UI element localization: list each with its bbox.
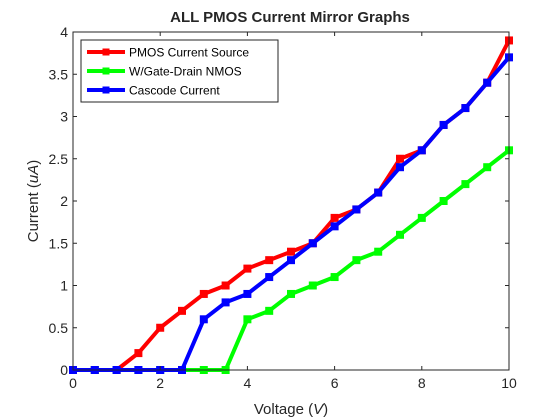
y-tick-label: 1 xyxy=(60,278,68,294)
y-axis-label: Current (uA) xyxy=(25,160,42,243)
x-axis-label-var: V xyxy=(313,401,325,418)
legend-item-w-gate-drain-nmos: W/Gate-Drain NMOS xyxy=(87,65,242,79)
data-point-cascode-current xyxy=(221,298,230,307)
y-tick-label: 1.5 xyxy=(49,235,69,251)
y-tick-label: 3.5 xyxy=(49,66,69,82)
x-tick-label: 0 xyxy=(69,375,77,391)
x-tick-label: 2 xyxy=(156,375,164,391)
x-axis-label-suffix: ) xyxy=(323,401,328,418)
y-tick-label: 2 xyxy=(60,193,68,209)
data-point-cascode-current xyxy=(243,289,252,298)
y-tick-label: 3 xyxy=(60,109,68,125)
data-point-cascode-current xyxy=(439,120,448,129)
x-axis-label-prefix: Voltage ( xyxy=(254,401,313,418)
legend-item-cascode-current: Cascode Current xyxy=(87,84,220,98)
x-tick-label: 8 xyxy=(418,375,426,391)
data-point-pmos-current-source xyxy=(265,256,274,265)
x-tick-label: 10 xyxy=(501,375,517,391)
ticks-layer: 0 2 4 6 8 10 0 0.5 1 1.5 2 2.5 3 3.5 4 xyxy=(49,24,517,391)
chart-title: ALL PMOS Current Mirror Graphs xyxy=(170,9,410,26)
y-axis-label-prefix: Current ( xyxy=(25,183,42,242)
legend-swatch-marker xyxy=(102,86,110,94)
data-point-w-gate-drain-nmos xyxy=(439,197,448,205)
data-point-cascode-current xyxy=(417,146,426,155)
data-point-cascode-current xyxy=(265,273,274,282)
data-point-cascode-current xyxy=(396,163,404,172)
data-point-cascode-current xyxy=(483,78,492,87)
x-axis-label: Voltage (V) xyxy=(254,401,328,418)
y-tick-label: 4 xyxy=(60,24,68,40)
data-point-cascode-current xyxy=(374,188,383,197)
y-axis-label-suffix: ) xyxy=(25,160,42,165)
legend-item-pmos-current-source: PMOS Current Source xyxy=(87,46,249,60)
data-point-pmos-current-source xyxy=(221,281,230,290)
legend-swatch-marker xyxy=(102,67,110,75)
y-axis-label-var: uA xyxy=(25,165,42,183)
y-tick-label: 0 xyxy=(60,362,68,378)
data-point-w-gate-drain-nmos xyxy=(461,180,470,189)
data-point-pmos-current-source xyxy=(134,349,143,358)
data-point-pmos-current-source xyxy=(243,264,252,273)
x-tick-label: 4 xyxy=(244,375,252,391)
x-tick-label: 6 xyxy=(331,375,339,391)
data-point-w-gate-drain-nmos xyxy=(417,213,426,222)
data-point-w-gate-drain-nmos xyxy=(265,306,274,315)
data-point-pmos-current-source xyxy=(287,247,295,256)
data-point-w-gate-drain-nmos xyxy=(330,273,339,282)
legend-label: PMOS Current Source xyxy=(129,46,249,60)
y-tick-label: 0.5 xyxy=(49,320,69,336)
legend-label: W/Gate-Drain NMOS xyxy=(129,65,242,79)
data-point-cascode-current xyxy=(330,222,339,231)
data-point-w-gate-drain-nmos xyxy=(483,163,492,172)
data-point-pmos-current-source xyxy=(199,289,208,298)
legend: PMOS Current Source W/Gate-Drain NMOS Casc… xyxy=(80,39,279,103)
y-tick-label: 2.5 xyxy=(49,151,69,167)
data-point-pmos-current-source xyxy=(396,154,404,163)
legend-swatch-marker xyxy=(102,48,110,56)
legend-label: Cascode Current xyxy=(129,84,220,98)
data-point-cascode-current xyxy=(199,315,208,324)
data-point-cascode-current xyxy=(352,205,361,214)
data-point-pmos-current-source xyxy=(178,306,186,315)
data-point-cascode-current xyxy=(287,256,295,265)
data-point-w-gate-drain-nmos xyxy=(308,281,317,290)
data-point-w-gate-drain-nmos xyxy=(243,315,252,324)
data-point-w-gate-drain-nmos xyxy=(396,230,404,239)
data-point-pmos-current-source xyxy=(156,323,165,332)
data-point-cascode-current xyxy=(461,104,470,113)
data-point-pmos-current-source xyxy=(330,213,339,222)
data-point-w-gate-drain-nmos xyxy=(352,256,361,265)
data-point-cascode-current xyxy=(308,239,317,248)
data-point-w-gate-drain-nmos xyxy=(287,289,295,298)
data-point-w-gate-drain-nmos xyxy=(374,247,383,256)
